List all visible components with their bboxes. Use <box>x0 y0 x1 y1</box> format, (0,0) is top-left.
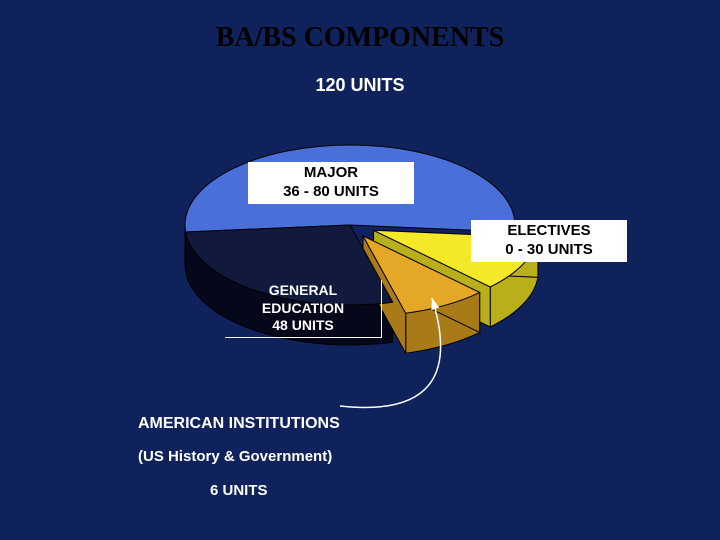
label-american-title: AMERICAN INSTITUTIONS <box>138 415 340 433</box>
label-general-line2: EDUCATION <box>233 300 373 318</box>
label-electives: ELECTIVES 0 - 30 UNITS <box>471 220 627 262</box>
label-general-line1: GENERAL <box>233 282 373 300</box>
label-electives-title: ELECTIVES <box>479 222 619 241</box>
slide: BA/BS COMPONENTS 120 UNITS MAJOR 36 - 80… <box>0 0 720 540</box>
pie-chart <box>0 0 720 540</box>
label-major-title: MAJOR <box>256 164 406 183</box>
label-american-units: 6 UNITS <box>210 482 268 499</box>
label-electives-units: 0 - 30 UNITS <box>479 241 619 260</box>
label-american-subtitle: (US History & Government) <box>138 448 332 465</box>
label-general-units: 48 UNITS <box>233 317 373 335</box>
label-major-units: 36 - 80 UNITS <box>256 183 406 202</box>
label-major: MAJOR 36 - 80 UNITS <box>248 162 414 204</box>
label-general-education: GENERAL EDUCATION 48 UNITS <box>225 280 382 338</box>
